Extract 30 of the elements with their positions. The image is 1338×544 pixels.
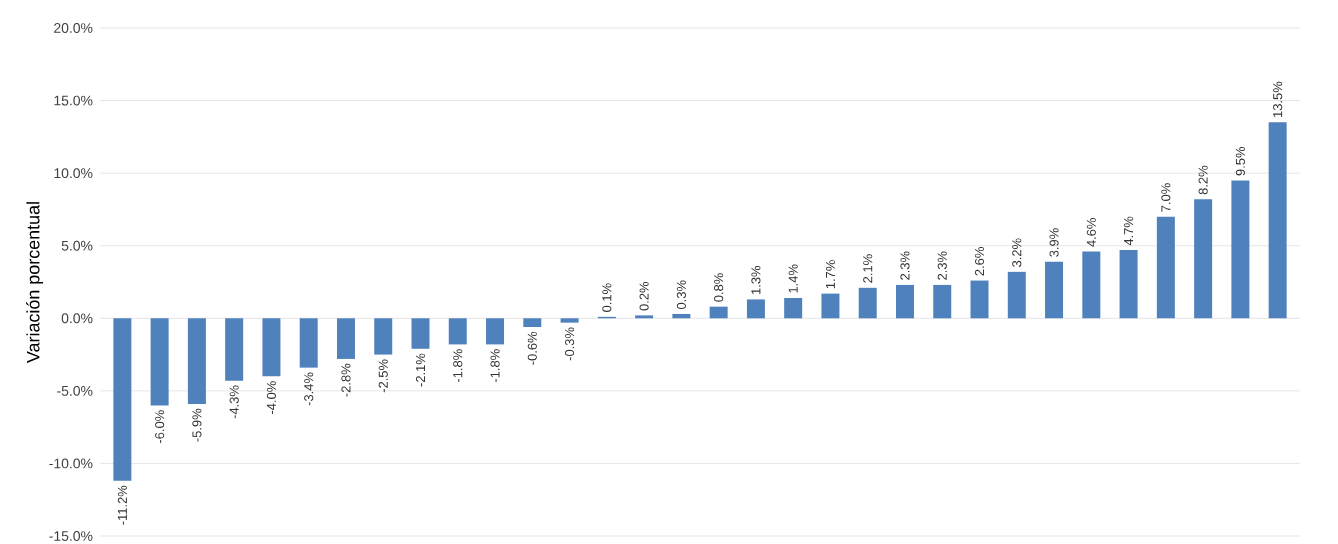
bar <box>1007 271 1026 319</box>
bar <box>448 318 467 345</box>
bar <box>523 318 542 327</box>
bar <box>1156 216 1175 319</box>
bar <box>113 318 132 481</box>
bar <box>1082 251 1101 319</box>
bar <box>299 318 318 368</box>
bar <box>411 318 430 349</box>
bar <box>821 293 840 319</box>
bar <box>1268 122 1287 319</box>
bar <box>486 318 505 345</box>
bar <box>709 306 728 319</box>
bar <box>895 284 914 319</box>
bar <box>672 313 691 319</box>
bar <box>746 299 765 319</box>
bar <box>187 318 206 404</box>
bar <box>336 318 355 359</box>
bar <box>970 280 989 319</box>
bar <box>1119 250 1138 319</box>
bar <box>150 318 169 406</box>
bar <box>262 318 281 377</box>
bar <box>225 318 244 381</box>
bar <box>374 318 393 355</box>
bar <box>784 297 803 319</box>
bar <box>858 287 877 319</box>
bar <box>1045 261 1064 319</box>
bar <box>1194 199 1213 319</box>
y-axis-title: Variación porcentual <box>26 202 44 363</box>
bar <box>1231 180 1250 319</box>
bar <box>933 284 952 319</box>
